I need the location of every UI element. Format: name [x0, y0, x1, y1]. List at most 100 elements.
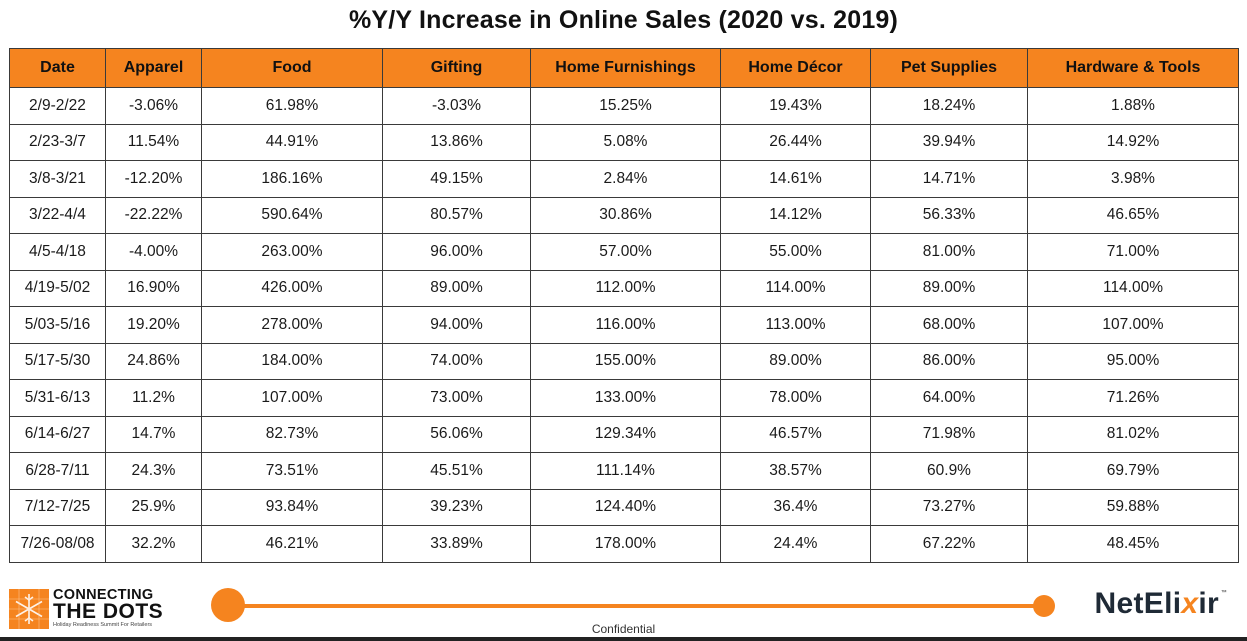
logo-line1: CONNECTING: [53, 587, 154, 603]
value-cell: 38.57%: [720, 452, 871, 490]
column-header: Home Furnishings: [530, 48, 721, 88]
value-cell: -3.06%: [105, 87, 202, 125]
column-header: Pet Supplies: [870, 48, 1028, 88]
value-cell: 133.00%: [530, 379, 721, 417]
value-cell: 14.71%: [870, 160, 1028, 198]
table-row: 6/28-7/11 24.3% 73.51% 45.51% 111.14% 38.57% 6…: [9, 452, 1239, 490]
value-cell: 80.57%: [382, 196, 531, 234]
value-cell: 16.90%: [105, 269, 202, 307]
value-cell: -3.03%: [382, 87, 531, 125]
column-header: Apparel: [105, 48, 202, 88]
brand-x: x: [1181, 587, 1199, 620]
value-cell: 71.26%: [1027, 379, 1239, 417]
value-cell: 14.92%: [1027, 123, 1239, 161]
date-cell: 5/03-5/16: [9, 306, 106, 344]
value-cell: 113.00%: [720, 306, 871, 344]
snowflake-grid-icon: [9, 589, 49, 629]
value-cell: 278.00%: [201, 306, 383, 344]
value-cell: 18.24%: [870, 87, 1028, 125]
table-row: 6/14-6/27 14.7% 82.73% 56.06% 129.34% 46.57% 7…: [9, 415, 1239, 453]
table-row: 2/23-3/7 11.54% 44.91% 13.86% 5.08% 26.44% 39.…: [9, 123, 1239, 161]
value-cell: 46.57%: [720, 415, 871, 453]
value-cell: 93.84%: [201, 488, 383, 526]
value-cell: 33.89%: [382, 525, 531, 563]
value-cell: 71.98%: [870, 415, 1028, 453]
value-cell: 56.06%: [382, 415, 531, 453]
value-cell: 96.00%: [382, 233, 531, 271]
value-cell: 56.33%: [870, 196, 1028, 234]
timeline-end-dot: [1033, 595, 1055, 617]
trademark-mark: ™: [1220, 590, 1227, 596]
value-cell: 11.2%: [105, 379, 202, 417]
date-cell: 6/28-7/11: [9, 452, 106, 490]
value-cell: 73.27%: [870, 488, 1028, 526]
value-cell: 14.7%: [105, 415, 202, 453]
value-cell: 590.64%: [201, 196, 383, 234]
value-cell: 178.00%: [530, 525, 721, 563]
value-cell: 111.14%: [530, 452, 721, 490]
logo-line2: THE DOTS: [53, 600, 164, 623]
page-title: %Y/Y Increase in Online Sales (2020 vs. …: [348, 6, 899, 34]
value-cell: 82.73%: [201, 415, 383, 453]
table-row: 4/5-4/18 -4.00% 263.00% 96.00% 57.00% 55.00% 8…: [9, 233, 1239, 271]
value-cell: 68.00%: [870, 306, 1028, 344]
value-cell: 95.00%: [1027, 342, 1239, 380]
table-row: 7/26-08/08 32.2% 46.21% 33.89% 178.00% 24.4% 6…: [9, 525, 1239, 563]
value-cell: 86.00%: [870, 342, 1028, 380]
value-cell: 14.12%: [720, 196, 871, 234]
value-cell: 32.2%: [105, 525, 202, 563]
date-cell: 6/14-6/27: [9, 415, 106, 453]
value-cell: 3.98%: [1027, 160, 1239, 198]
value-cell: 11.54%: [105, 123, 202, 161]
date-cell: 5/31-6/13: [9, 379, 106, 417]
table-row: 4/19-5/02 16.90% 426.00% 89.00% 112.00% 114.0…: [9, 269, 1239, 307]
value-cell: 61.98%: [201, 87, 383, 125]
value-cell: 112.00%: [530, 269, 721, 307]
value-cell: 36.4%: [720, 488, 871, 526]
value-cell: -4.00%: [105, 233, 202, 271]
date-cell: 4/5-4/18: [9, 233, 106, 271]
table-row: 5/03-5/16 19.20% 278.00% 94.00% 116.00% 113.0…: [9, 306, 1239, 344]
value-cell: 2.84%: [530, 160, 721, 198]
value-cell: 74.00%: [382, 342, 531, 380]
date-cell: 4/19-5/02: [9, 269, 106, 307]
value-cell: 124.40%: [530, 488, 721, 526]
value-cell: 263.00%: [201, 233, 383, 271]
value-cell: 69.79%: [1027, 452, 1239, 490]
value-cell: 81.00%: [870, 233, 1028, 271]
column-header: Gifting: [382, 48, 531, 88]
value-cell: 73.51%: [201, 452, 383, 490]
value-cell: 89.00%: [382, 269, 531, 307]
netelixir-logo: NetElixir ™: [1095, 587, 1227, 621]
value-cell: 107.00%: [201, 379, 383, 417]
value-cell: 19.20%: [105, 306, 202, 344]
date-cell: 7/12-7/25: [9, 488, 106, 526]
column-header: Food: [201, 48, 383, 88]
value-cell: -22.22%: [105, 196, 202, 234]
table-row: 7/12-7/25 25.9% 93.84% 39.23% 124.40% 36.4% 73…: [9, 488, 1239, 526]
value-cell: 24.4%: [720, 525, 871, 563]
value-cell: 26.44%: [720, 123, 871, 161]
column-header: Date: [9, 48, 106, 88]
value-cell: 19.43%: [720, 87, 871, 125]
table-row: 5/31-6/13 11.2% 107.00% 73.00% 133.00% 78.00%…: [9, 379, 1239, 417]
date-cell: 7/26-08/08: [9, 525, 106, 563]
value-cell: 30.86%: [530, 196, 721, 234]
value-cell: 81.02%: [1027, 415, 1239, 453]
date-cell: 3/8-3/21: [9, 160, 106, 198]
value-cell: 46.21%: [201, 525, 383, 563]
value-cell: 155.00%: [530, 342, 721, 380]
value-cell: 59.88%: [1027, 488, 1239, 526]
confidential-label: Confidential: [591, 622, 656, 636]
value-cell: 129.34%: [530, 415, 721, 453]
bottom-rule: [0, 637, 1247, 641]
value-cell: 184.00%: [201, 342, 383, 380]
value-cell: 94.00%: [382, 306, 531, 344]
column-header: Hardware & Tools: [1027, 48, 1239, 88]
value-cell: 426.00%: [201, 269, 383, 307]
value-cell: 46.65%: [1027, 196, 1239, 234]
table-body: 2/9-2/22 -3.06% 61.98% -3.03% 15.25% 19.43% 18…: [9, 87, 1239, 563]
timeline-start-dot: [211, 588, 245, 622]
value-cell: 1.88%: [1027, 87, 1239, 125]
table-row: 2/9-2/22 -3.06% 61.98% -3.03% 15.25% 19.43% 18…: [9, 87, 1239, 125]
